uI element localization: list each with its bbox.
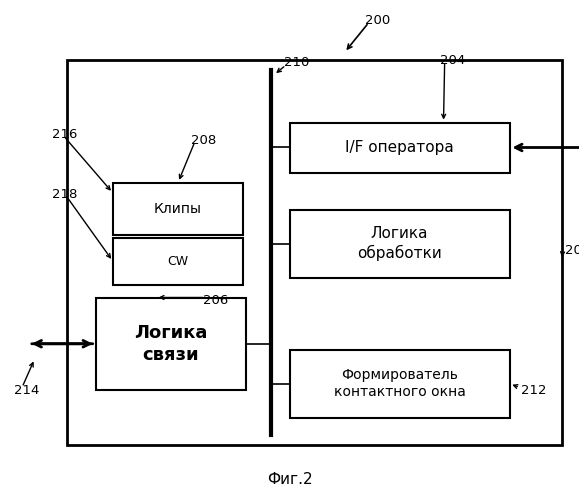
Text: 200: 200 <box>365 14 390 26</box>
Bar <box>113 238 243 285</box>
Text: 206: 206 <box>203 294 228 306</box>
Text: 204: 204 <box>440 54 466 66</box>
Text: CW: CW <box>167 255 189 268</box>
Text: Формирователь
контактного окна: Формирователь контактного окна <box>334 368 466 400</box>
Bar <box>96 298 246 390</box>
Text: 214: 214 <box>14 384 40 396</box>
Text: Логика
обработки: Логика обработки <box>357 226 442 262</box>
Text: Фиг.2: Фиг.2 <box>267 472 312 488</box>
Text: 216: 216 <box>52 128 78 141</box>
Text: 218: 218 <box>52 188 78 202</box>
Text: 212: 212 <box>521 384 547 396</box>
Bar <box>113 182 243 235</box>
Text: 202: 202 <box>565 244 579 256</box>
Bar <box>290 210 510 278</box>
Text: Клипы: Клипы <box>154 202 202 216</box>
Text: Логика
связи: Логика связи <box>134 324 207 364</box>
Text: 210: 210 <box>284 56 309 69</box>
Text: I/F оператора: I/F оператора <box>345 140 454 155</box>
Bar <box>67 60 562 445</box>
Text: 208: 208 <box>191 134 217 146</box>
Bar <box>290 122 510 172</box>
Bar <box>290 350 510 418</box>
